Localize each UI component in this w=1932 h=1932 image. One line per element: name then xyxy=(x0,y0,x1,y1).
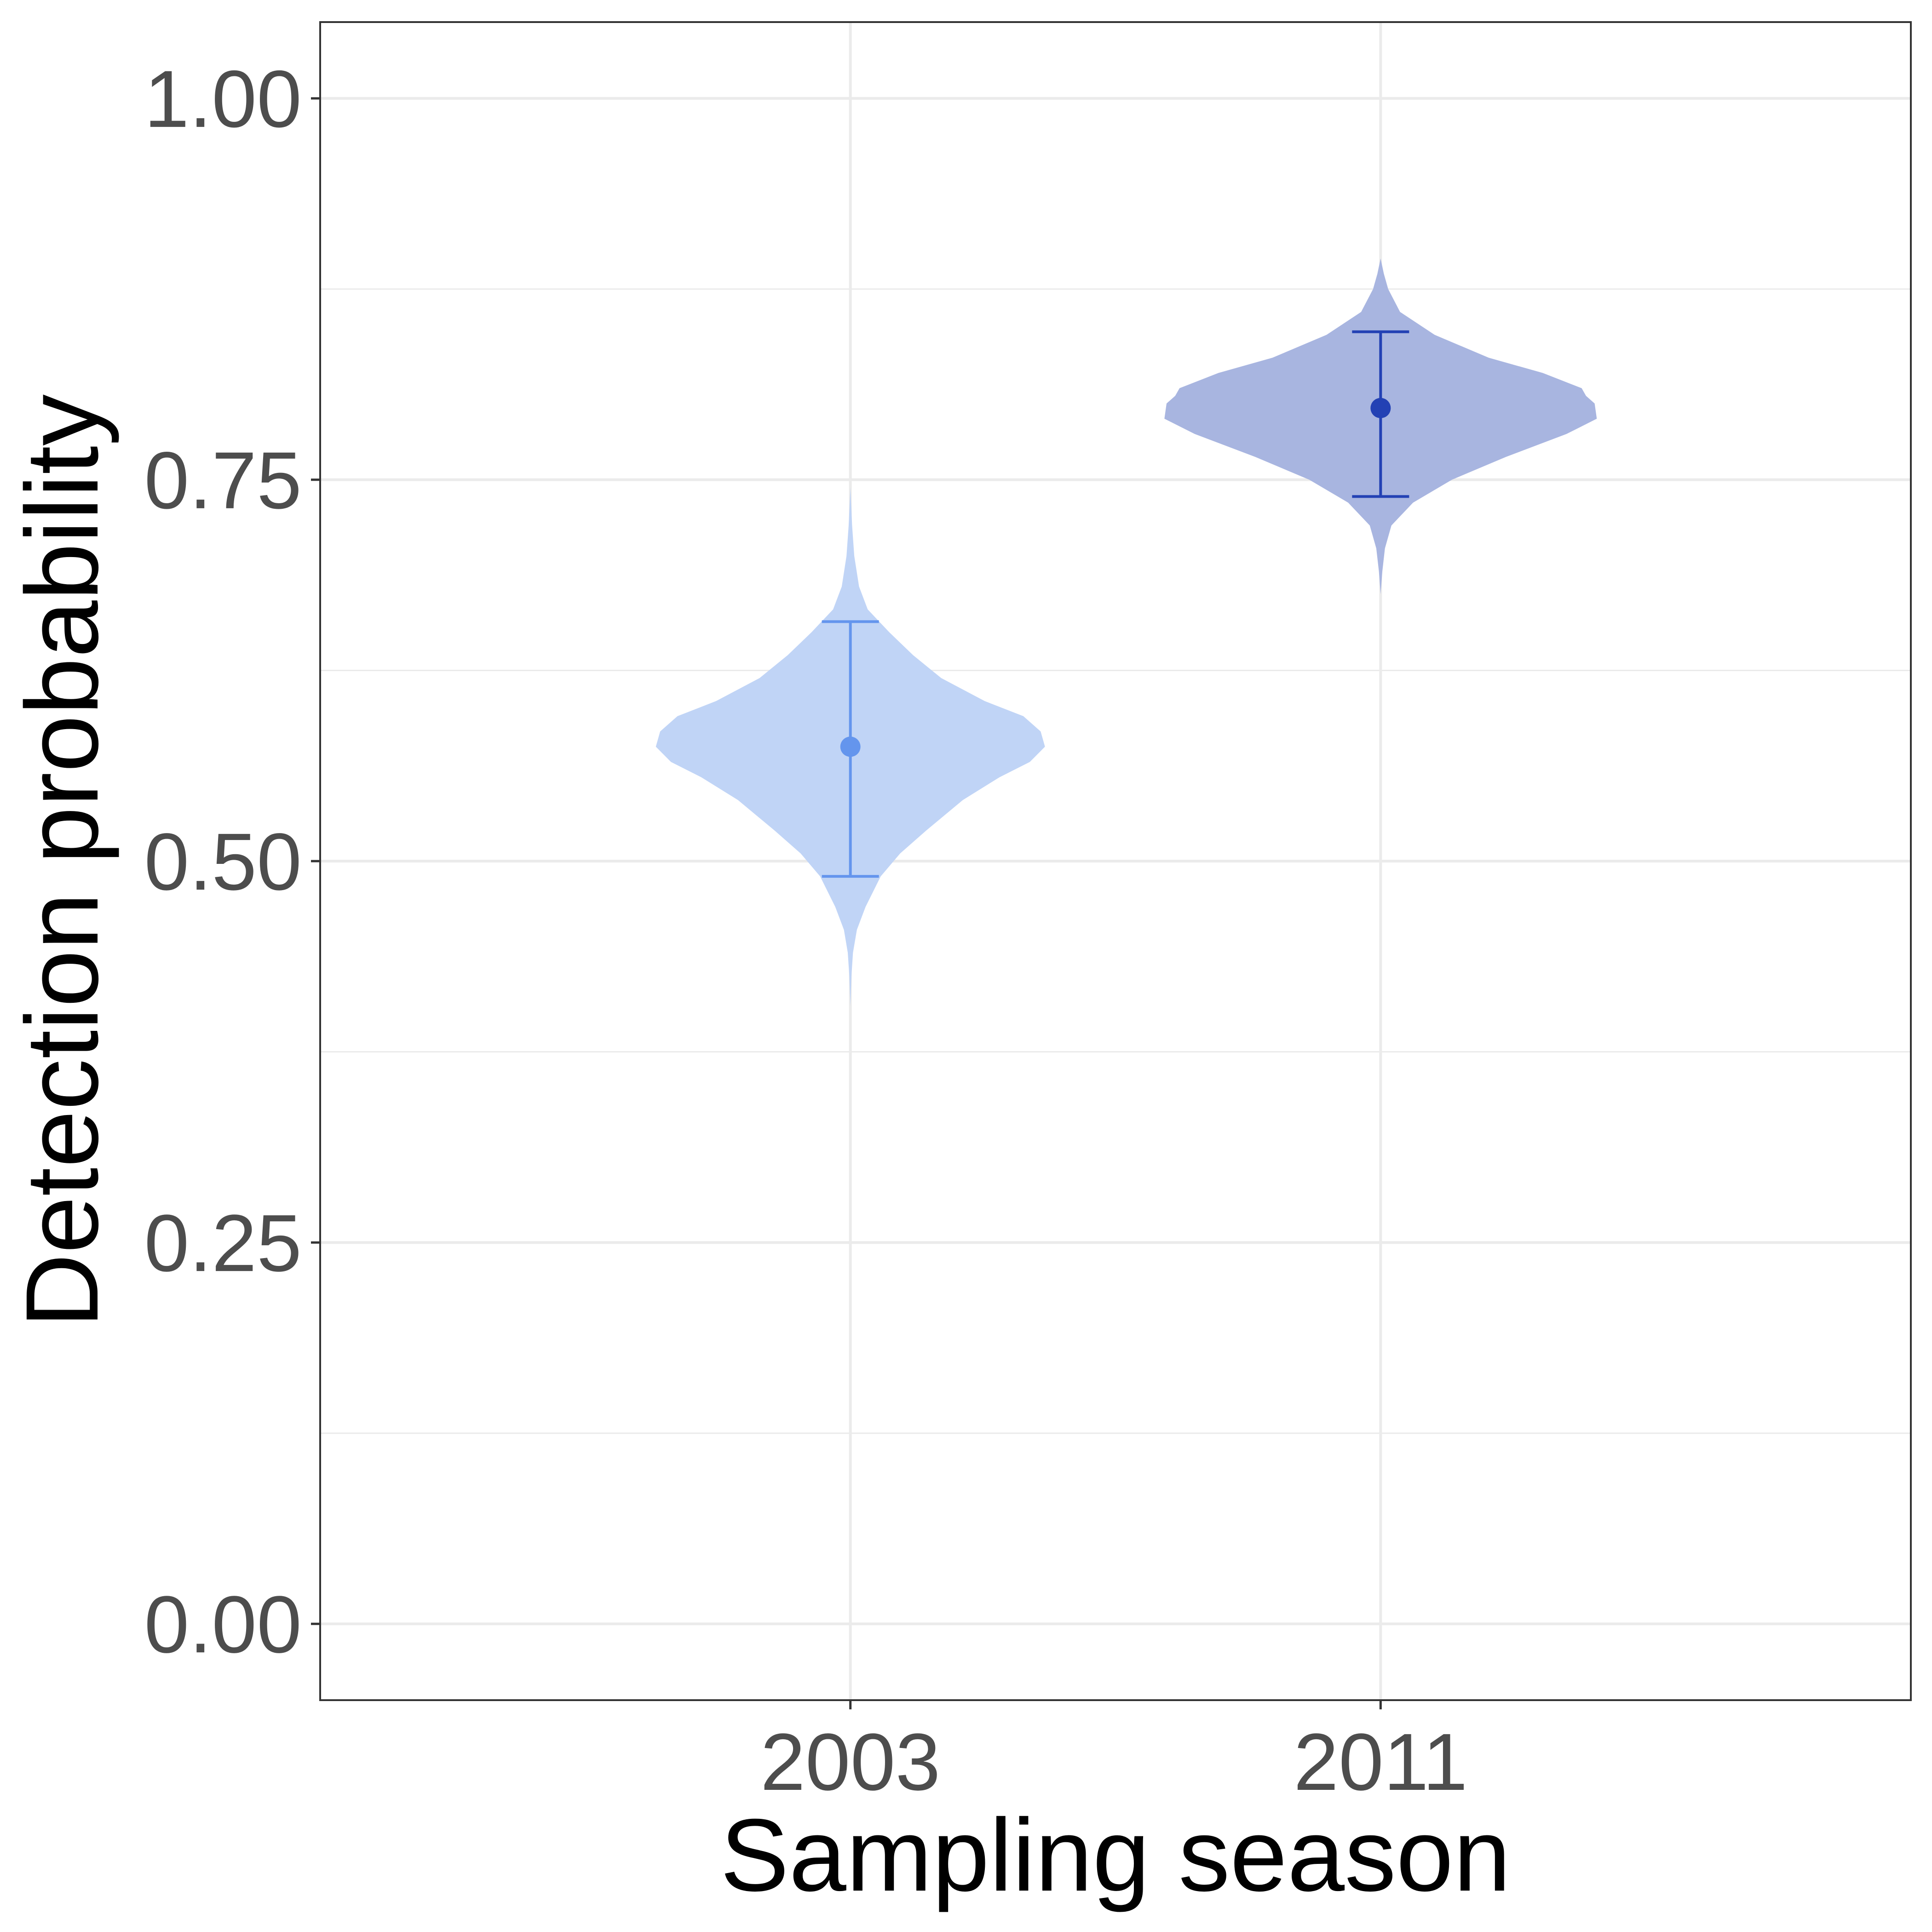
y-axis-title: Detection probability xyxy=(5,394,120,1328)
point-estimate-2003 xyxy=(840,736,861,757)
x-tick-label: 2003 xyxy=(760,1717,941,1807)
x-axis: 2003 2011 xyxy=(760,1700,1468,1807)
point-estimate-2011 xyxy=(1370,398,1391,419)
y-tick-label: 0.50 xyxy=(144,817,302,907)
y-tick-label: 1.00 xyxy=(144,54,302,144)
y-axis: 0.00 0.25 0.50 0.75 1.00 xyxy=(144,54,320,1670)
y-tick-label: 0.75 xyxy=(144,436,302,526)
violins xyxy=(656,259,1597,1006)
x-tick-label: 2011 xyxy=(1294,1717,1467,1807)
x-axis-title: Sampling season xyxy=(720,1798,1511,1913)
y-tick-label: 0.25 xyxy=(144,1198,302,1288)
y-tick-label: 0.00 xyxy=(144,1580,302,1670)
grid-minor xyxy=(320,288,1911,1434)
